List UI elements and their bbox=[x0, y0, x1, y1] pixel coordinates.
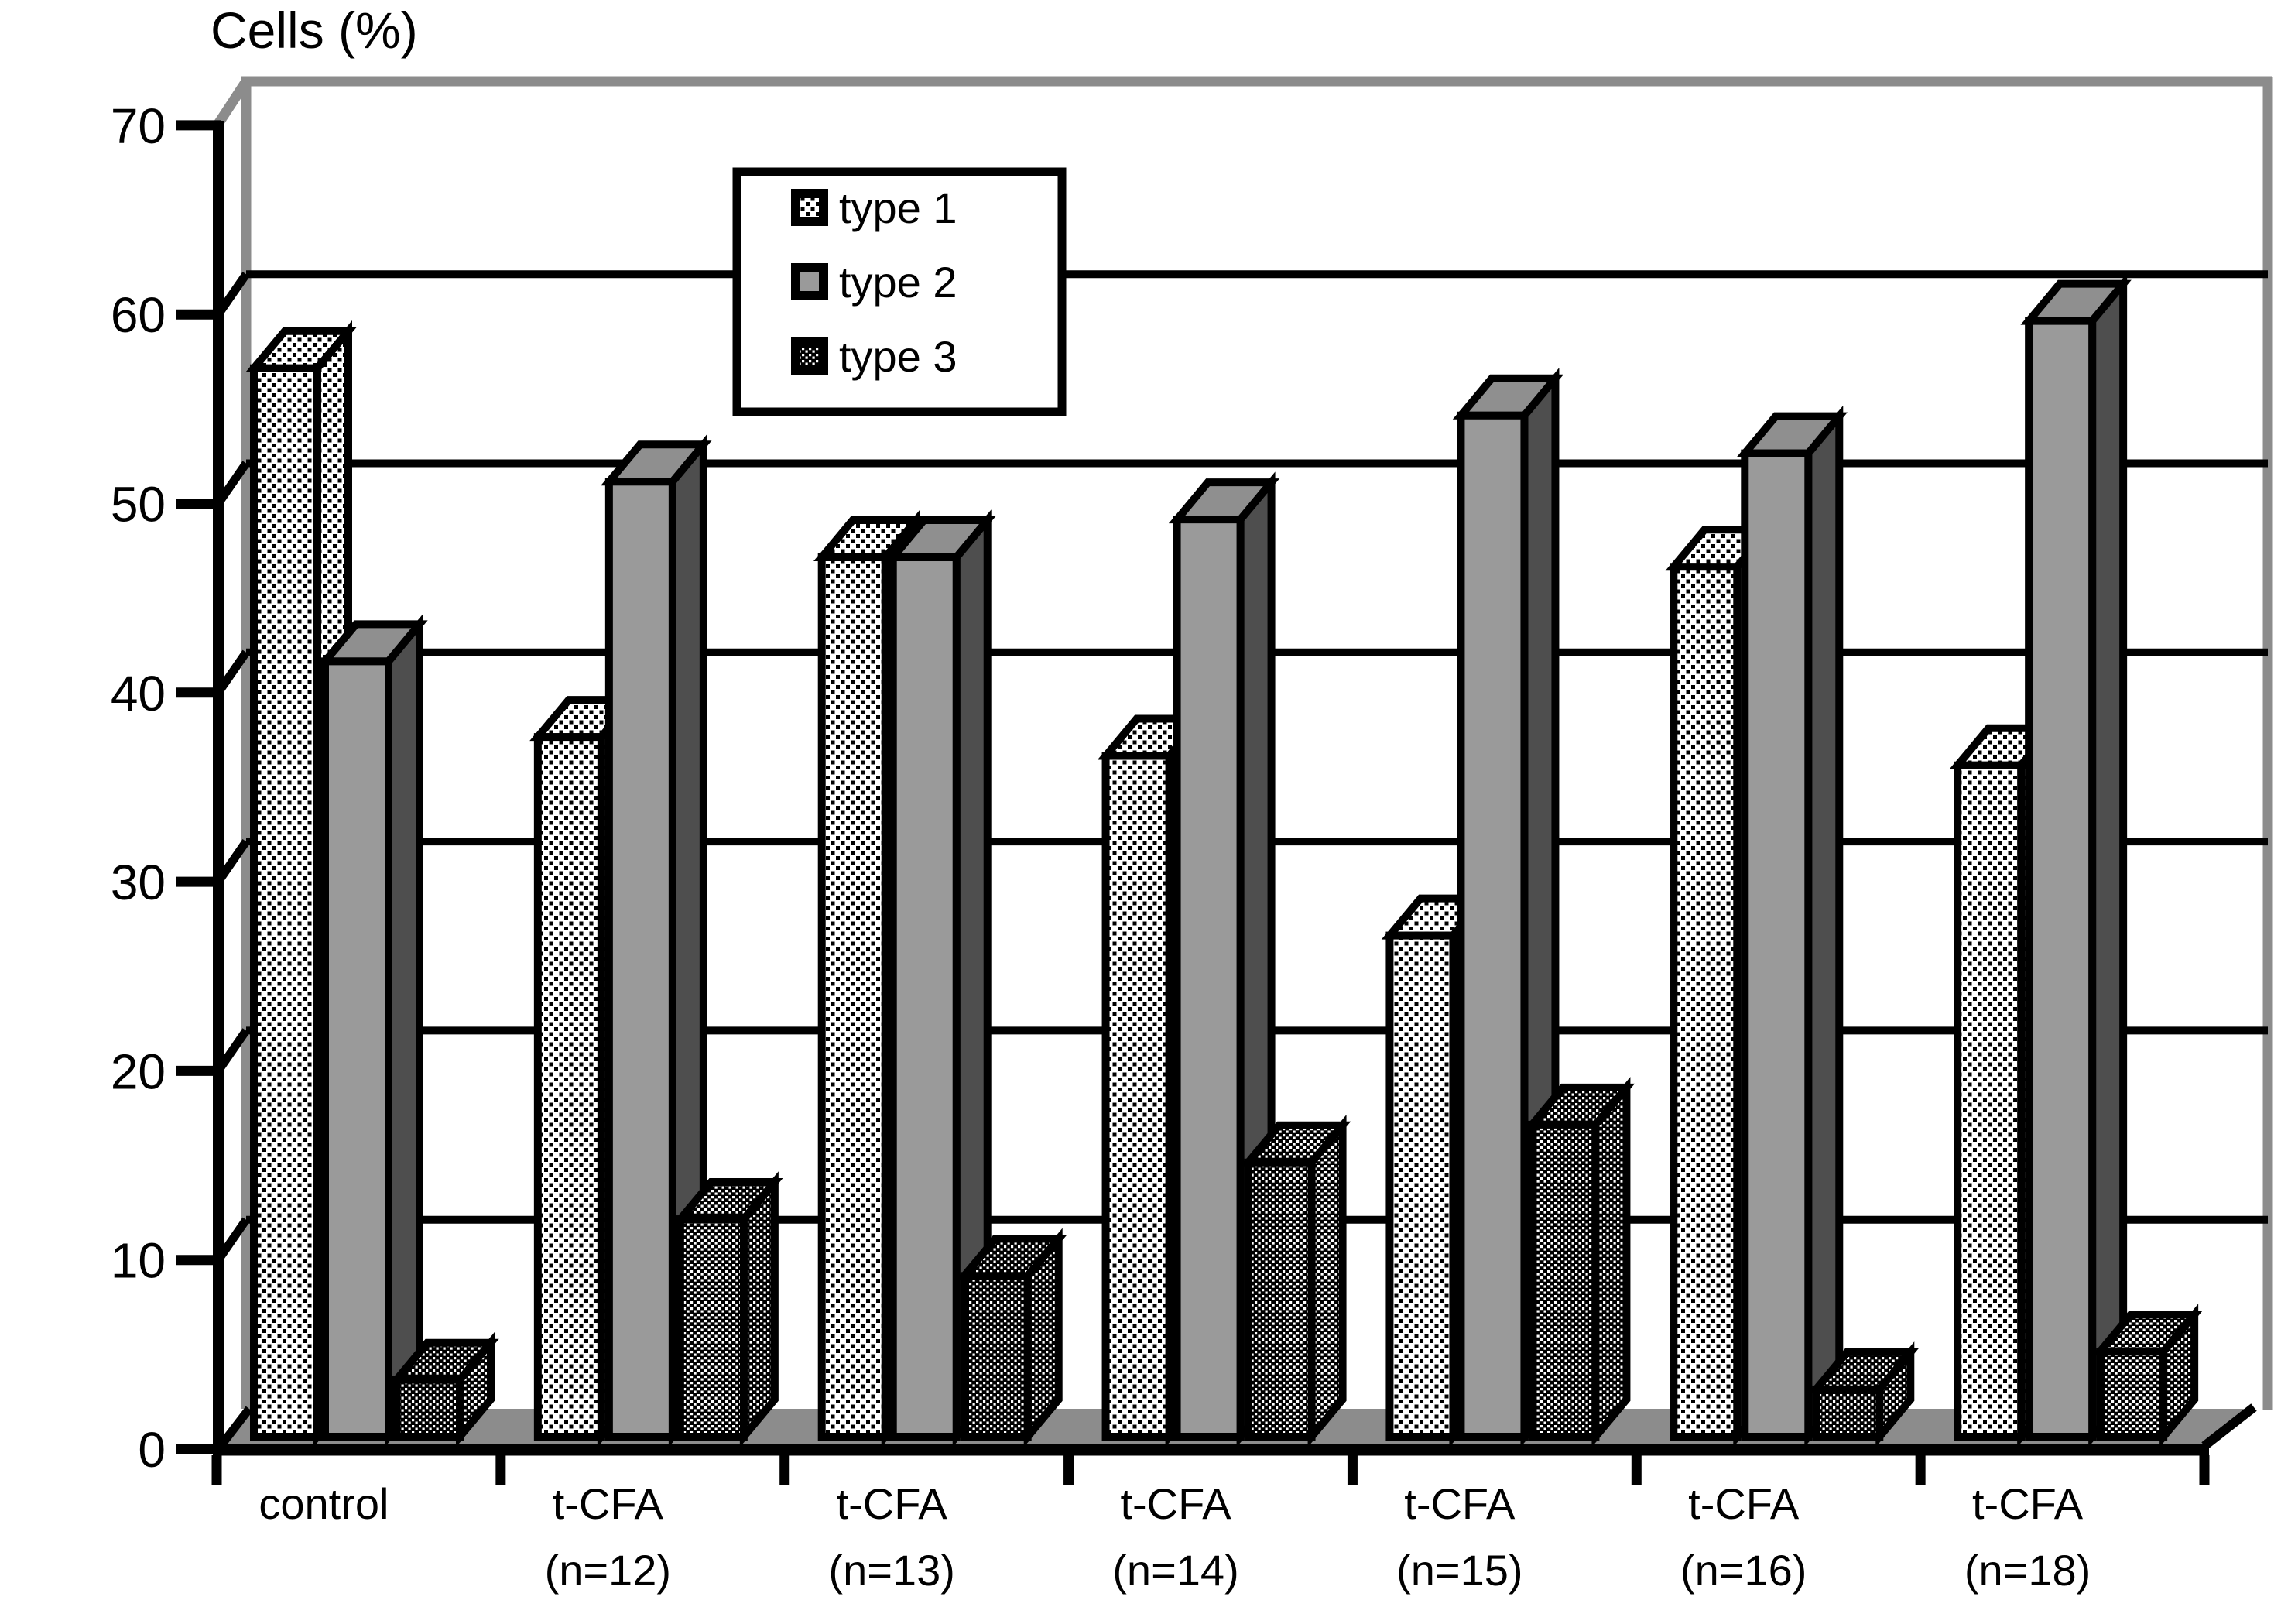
legend-label-2: type 2 bbox=[839, 258, 957, 307]
category-label-line2: (n=16) bbox=[1680, 1546, 1807, 1595]
floor-right-diagonal bbox=[2201, 1403, 2257, 1450]
legend-swatch-1 bbox=[800, 198, 819, 217]
bar-type1-n16-front bbox=[1670, 563, 1742, 1441]
bar-type3-n13-side bbox=[1023, 1228, 1063, 1448]
bar-type2-n18-front bbox=[2025, 317, 2097, 1441]
category-label-line1: t-CFA bbox=[1972, 1479, 2084, 1528]
bar-type2-n15-front bbox=[1457, 411, 1529, 1441]
bar-type3-control-front bbox=[392, 1376, 464, 1441]
bar-type2-n16-front bbox=[1741, 449, 1813, 1441]
bar-type3-n12-front bbox=[676, 1215, 748, 1441]
y-tick-label-30: 30 bbox=[111, 855, 166, 910]
category-label-line2: (n=15) bbox=[1396, 1546, 1522, 1595]
bar-type3-n12-side bbox=[739, 1171, 779, 1448]
bar-type3-n14-front bbox=[1244, 1158, 1316, 1441]
bar-type2-control-front bbox=[321, 657, 392, 1441]
category-label-line2: (n=14) bbox=[1112, 1546, 1238, 1595]
category-label-line1: t-CFA bbox=[837, 1479, 948, 1528]
category-label-line2: (n=18) bbox=[1964, 1546, 2091, 1595]
bar-type2-n14-front bbox=[1173, 516, 1245, 1441]
category-label-line1: t-CFA bbox=[553, 1479, 664, 1528]
bar-type3-n14-side bbox=[1307, 1114, 1347, 1448]
bar-type2-n16-side bbox=[1804, 405, 1844, 1448]
category-label-line1: t-CFA bbox=[1120, 1479, 1231, 1528]
legend-label-1: type 1 bbox=[839, 183, 957, 232]
y-tick-label-50: 50 bbox=[111, 477, 166, 533]
y-tick-label-10: 10 bbox=[111, 1233, 166, 1289]
y-tick-label-40: 40 bbox=[111, 666, 166, 721]
legend-label-3: type 3 bbox=[839, 332, 957, 381]
bar-type1-n18-front bbox=[1954, 761, 2026, 1441]
y-tick-label-20: 20 bbox=[111, 1043, 166, 1099]
bar-type3-n18-front bbox=[2096, 1348, 2168, 1441]
bar-type3-n15-side bbox=[1591, 1077, 1631, 1448]
legend-swatch-3 bbox=[800, 347, 819, 365]
bar-type1-n15-front bbox=[1385, 931, 1457, 1441]
category-label-line2: (n=13) bbox=[828, 1546, 954, 1595]
category-label-line1: t-CFA bbox=[1404, 1479, 1516, 1528]
bar-type2-n18-side bbox=[2088, 272, 2128, 1448]
category-label-line1: control bbox=[259, 1479, 389, 1528]
bar-type1-n12-front bbox=[533, 733, 605, 1441]
y-tick-label-70: 70 bbox=[111, 98, 166, 154]
bar-type3-n15-front bbox=[1528, 1120, 1600, 1441]
bar-type3-n13-front bbox=[960, 1272, 1032, 1441]
chart-title: Cells (%) bbox=[211, 2, 418, 59]
bar-type1-control-front bbox=[250, 364, 321, 1441]
legend-swatch-2 bbox=[800, 272, 819, 291]
bar-type3-n16-front bbox=[1812, 1385, 1884, 1441]
y-tick-label-0: 0 bbox=[138, 1422, 166, 1478]
bar-type2-control-side bbox=[385, 613, 423, 1448]
bar-type2-n13-front bbox=[889, 553, 961, 1441]
y-tick-label-60: 60 bbox=[111, 287, 166, 343]
category-label-line1: t-CFA bbox=[1688, 1479, 1800, 1528]
category-label-line2: (n=12) bbox=[545, 1546, 671, 1595]
bar-type1-n13-front bbox=[817, 553, 889, 1441]
bar-type2-n12-front bbox=[604, 478, 676, 1441]
bar-type1-n14-front bbox=[1101, 752, 1173, 1441]
